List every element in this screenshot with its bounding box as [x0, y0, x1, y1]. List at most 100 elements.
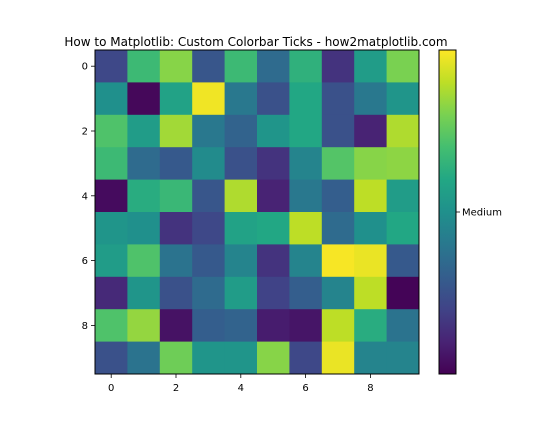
heatmap-cell	[289, 276, 323, 310]
heatmap-cell	[127, 179, 161, 213]
heatmap-cell	[321, 147, 355, 180]
heatmap-cell	[95, 309, 128, 342]
heatmap-cell	[95, 276, 128, 310]
y-tick-label: 4	[82, 191, 88, 202]
heatmap-cell	[386, 179, 420, 213]
heatmap-cell	[192, 147, 225, 180]
heatmap-cell	[95, 244, 128, 278]
heatmap-cell	[321, 212, 355, 245]
plot-frame	[94, 49, 420, 375]
heatmap-cell	[289, 114, 323, 148]
colorbar-tick-label: Medium	[462, 208, 502, 219]
heatmap-cell	[386, 341, 420, 375]
heatmap-cell	[95, 50, 128, 83]
heatmap-cell	[224, 147, 258, 180]
heatmap-cell	[321, 82, 355, 116]
heatmap-cell	[354, 212, 387, 245]
heatmap-cell	[224, 244, 258, 278]
heatmap-cell	[289, 309, 323, 342]
y-tick-label: 0	[82, 62, 88, 73]
x-tick-label: 6	[302, 383, 308, 394]
heatmap-cell	[159, 179, 193, 213]
chart-title: How to Matplotlib: Custom Colorbar Ticks…	[64, 35, 447, 49]
heatmap-cell	[354, 147, 387, 180]
heatmap-cell	[127, 276, 161, 310]
x-tick-label: 4	[238, 383, 244, 394]
heatmap-cell	[192, 50, 225, 83]
x-tick-label: 8	[367, 383, 373, 394]
heatmap-cell	[257, 147, 290, 180]
heatmap-cell	[321, 50, 355, 83]
heatmap-cell	[321, 179, 355, 213]
heatmap-cell	[257, 276, 290, 310]
heatmap-cell	[289, 147, 323, 180]
heatmap-cell	[321, 276, 355, 310]
heatmap-cell	[159, 244, 193, 278]
heatmap-cell	[224, 276, 258, 310]
heatmap-cell	[159, 276, 193, 310]
heatmap-cell	[321, 309, 355, 342]
heatmap-cell	[386, 114, 420, 148]
heatmap-cell	[159, 82, 193, 116]
heatmap-cell	[386, 212, 420, 245]
heatmap-cell	[354, 341, 387, 375]
heatmap-cell	[127, 244, 161, 278]
heatmap-cell	[192, 179, 225, 213]
heatmap-cell	[95, 147, 128, 180]
heatmap-cell	[127, 212, 161, 245]
heatmap-cell	[386, 147, 420, 180]
heatmap-cell	[127, 147, 161, 180]
heatmap-cell	[257, 50, 290, 83]
x-tick-label: 0	[108, 383, 114, 394]
heatmap-cell	[386, 50, 420, 83]
colorbar-gradient	[438, 49, 457, 375]
heatmap-cell	[95, 114, 128, 148]
heatmap-cell	[192, 244, 225, 278]
heatmap-cell	[224, 309, 258, 342]
heatmap-cell	[354, 244, 387, 278]
heatmap-cell	[354, 179, 387, 213]
heatmap-cell	[321, 244, 355, 278]
heatmap-cell	[192, 276, 225, 310]
heatmap-cell	[257, 244, 290, 278]
heatmap-cell	[192, 114, 225, 148]
heatmap-cell	[224, 212, 258, 245]
heatmap-cell	[289, 244, 323, 278]
heatmap-cell	[354, 114, 387, 148]
heatmap-cell	[289, 179, 323, 213]
heatmap-cell	[289, 341, 323, 375]
heatmap-cell	[289, 50, 323, 83]
heatmap-cell	[386, 82, 420, 116]
heatmap-axes: 0 2 4 6 8 0 2 4 6 8	[82, 49, 420, 394]
heatmap-cell	[321, 114, 355, 148]
x-tick-label: 2	[173, 383, 179, 394]
heatmap-cell	[224, 82, 258, 116]
heatmap-cell	[159, 309, 193, 342]
heatmap-cell	[289, 212, 323, 245]
heatmap-cell	[95, 212, 128, 245]
heatmap-cell	[386, 309, 420, 342]
heatmap-cell	[386, 276, 420, 310]
heatmap-cell	[127, 50, 161, 83]
heatmap-cell	[159, 50, 193, 83]
heatmap-cell	[192, 212, 225, 245]
heatmap-cell	[127, 309, 161, 342]
heatmap-cell	[321, 341, 355, 375]
heatmap-cell	[257, 82, 290, 116]
heatmap-cell	[257, 179, 290, 213]
heatmap-cell	[224, 341, 258, 375]
heatmap-cell	[192, 82, 225, 116]
heatmap-cell	[159, 147, 193, 180]
heatmap-cell	[127, 341, 161, 375]
heatmap-cell	[159, 114, 193, 148]
heatmap-cell	[354, 82, 387, 116]
heatmap-cell	[159, 341, 193, 375]
heatmap-cell	[354, 276, 387, 310]
heatmap-cell	[192, 309, 225, 342]
heatmap-cell	[127, 114, 161, 148]
y-tick-label: 8	[82, 321, 88, 332]
heatmap-cell	[257, 309, 290, 342]
y-tick-label: 2	[82, 127, 88, 138]
